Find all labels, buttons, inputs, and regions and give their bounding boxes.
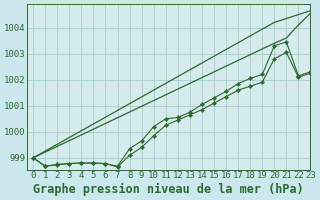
X-axis label: Graphe pression niveau de la mer (hPa): Graphe pression niveau de la mer (hPa) bbox=[33, 183, 304, 196]
